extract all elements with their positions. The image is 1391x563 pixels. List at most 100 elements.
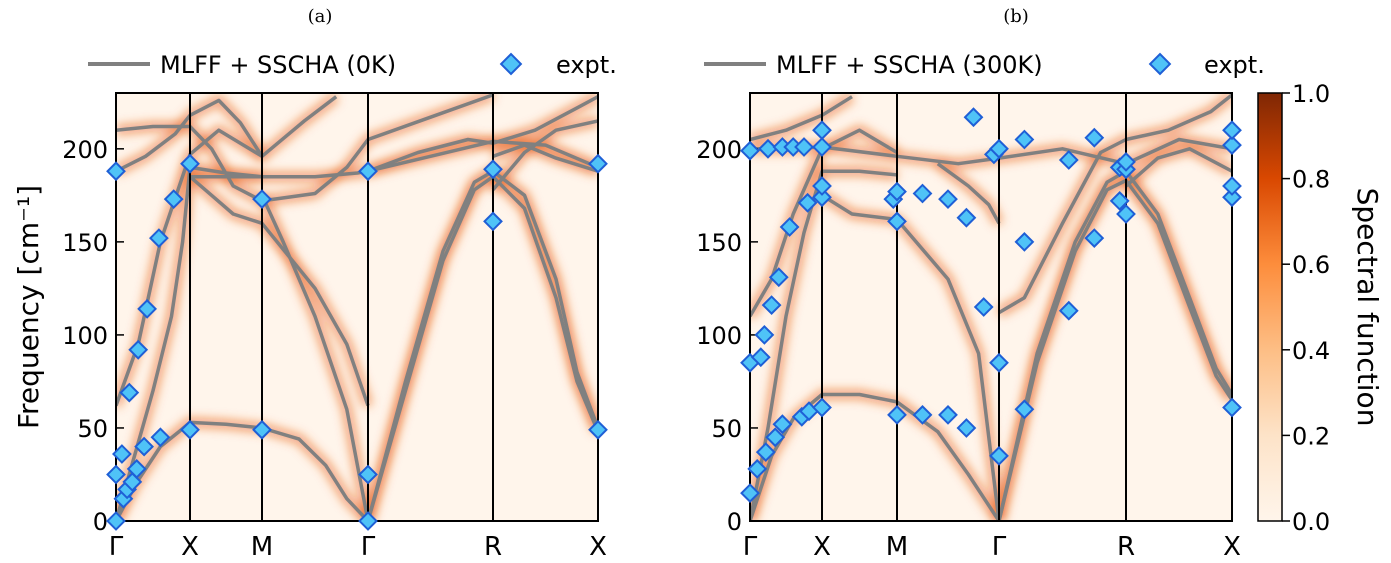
expt-marker [772, 414, 793, 435]
expt-marker [887, 181, 907, 202]
colorbar-ticks: 0.0 0.2 0.4 0.6 0.8 1.0 [1282, 80, 1330, 536]
plot-frame [749, 92, 1233, 522]
dispersion-branch [936, 162, 1001, 225]
expt-marker [989, 352, 1009, 373]
expt-marker [812, 176, 832, 196]
legend-a-line-label: MLFF + SSCHA (0K) [160, 51, 396, 79]
legend-b-line-label: MLFF + SSCHA (300K) [776, 51, 1043, 79]
expt-marker [783, 137, 804, 157]
y-tick-label: 200 [696, 136, 742, 164]
expt-marker [150, 427, 171, 448]
colorbar-tick-label: 0.2 [1292, 422, 1330, 450]
legend-a-marker-label: expt. [556, 51, 617, 79]
expt-marker [588, 419, 608, 440]
x-tick-label: R [1117, 532, 1135, 562]
expt-marker [812, 397, 832, 418]
plot-frame [115, 92, 599, 522]
dispersion-branch [998, 93, 1232, 315]
expt-marker [768, 267, 789, 288]
expt-marker [149, 228, 169, 248]
expt-marker [358, 464, 378, 485]
expt-marker [772, 137, 793, 157]
x-tick-label: X [813, 532, 831, 562]
colorbar-tick-label: 0.8 [1292, 166, 1330, 194]
y-tick-label: 0 [727, 508, 742, 536]
legend-a: MLFF + SSCHA (0K) expt. [88, 51, 617, 79]
expt-marker [483, 159, 503, 180]
x-tick-label: R [484, 532, 502, 562]
expt-marker [358, 161, 378, 182]
expt-marker [112, 444, 132, 464]
expt-marker [938, 189, 958, 209]
expt-marker [1058, 300, 1079, 321]
expt-marker [106, 511, 126, 531]
expt-marker [1058, 150, 1079, 170]
expt-marker [1109, 191, 1130, 211]
dispersion-branch [1124, 147, 1232, 188]
dispersion-branch [116, 420, 370, 521]
dispersion-branch [821, 193, 1001, 521]
colorbar-tick-label: 0.4 [1292, 337, 1330, 365]
x-tick-label: Γ [109, 532, 124, 562]
expt-marker [750, 347, 771, 368]
colorbar-gradient [1257, 92, 1283, 522]
dispersion-branch [491, 119, 598, 191]
expt-marker [1222, 187, 1242, 208]
colorbar: 0.0 0.2 0.4 0.6 0.8 1.0 Spectral function [1257, 80, 1384, 536]
expt-marker [755, 442, 776, 462]
expt-markers [740, 107, 1242, 503]
expt-marker [483, 211, 503, 232]
dispersion-branch [260, 194, 370, 521]
dispersion-branch [750, 169, 898, 521]
legend-b-marker-swatch [1148, 52, 1172, 76]
x-tick-label: X [1223, 532, 1241, 562]
colorbar-tick-label: 1.0 [1292, 80, 1330, 108]
expt-marker [989, 446, 1009, 466]
dispersion-branch [750, 128, 898, 318]
expt-marker [758, 138, 778, 159]
expt-marker [588, 153, 608, 174]
panel-label-b: (b) [1003, 6, 1029, 27]
expt-marker [1222, 135, 1242, 155]
expt-marker [163, 189, 184, 209]
expt-marker [779, 217, 800, 237]
expt-marker [1014, 399, 1035, 420]
y-tick-label: 100 [62, 322, 108, 350]
expt-marker [180, 153, 200, 174]
expt-marker [128, 339, 149, 360]
expt-marker [765, 427, 786, 448]
legend-b-marker-label: expt. [1204, 51, 1265, 79]
expt-marker [106, 161, 126, 182]
expt-marker [134, 436, 154, 457]
expt-marker [119, 382, 140, 403]
dispersion-branch [492, 143, 598, 173]
x-tick-label: M [886, 532, 908, 562]
y-tick-label: 150 [62, 229, 108, 257]
y-tick-label: 200 [62, 136, 108, 164]
x-tick-label: Γ [743, 532, 758, 562]
y-tick-label: 50 [711, 415, 742, 443]
expt-markers [106, 153, 608, 531]
expt-marker [106, 464, 126, 485]
expt-marker [1116, 152, 1136, 172]
expt-marker [938, 405, 958, 425]
expt-marker [887, 211, 907, 232]
x-tick-label: Γ [992, 532, 1007, 562]
expt-marker [126, 459, 147, 479]
expt-marker [747, 459, 768, 479]
x-tick-label: M [251, 532, 273, 562]
expt-marker [812, 187, 832, 208]
expt-marker [956, 207, 977, 228]
plot-panel-b: 0 50 100 150 200 Γ X M Γ R X [696, 92, 1242, 562]
expt-marker [1084, 228, 1105, 248]
expt-marker [1014, 232, 1035, 252]
colorbar-tick-label: 0.6 [1292, 251, 1330, 279]
y-tick-label: 100 [696, 322, 742, 350]
expt-marker [740, 483, 760, 503]
expt-marker [252, 189, 272, 209]
expt-marker [761, 295, 782, 315]
expt-marker [754, 325, 775, 345]
expt-marker [252, 419, 272, 440]
expt-marker [956, 418, 977, 438]
